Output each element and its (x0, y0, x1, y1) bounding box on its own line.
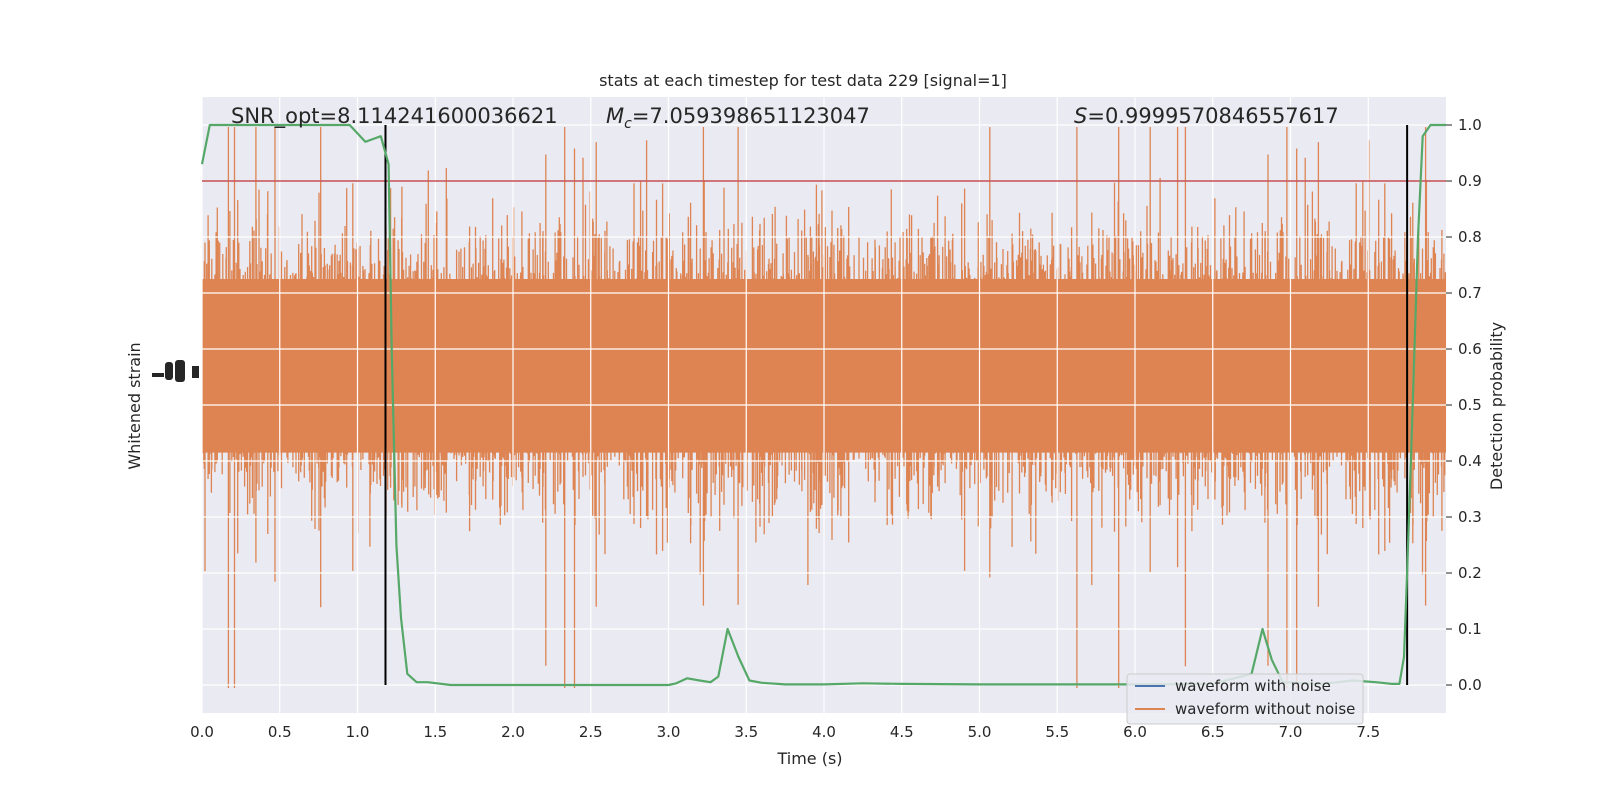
legend-label-with-noise: waveform with noise (1175, 677, 1331, 695)
snr-annotation: SNR_opt=8.114241600036621 (231, 104, 558, 129)
snr-prefix: SNR_opt= (231, 104, 337, 129)
y-right-tick-label-5: 0.5 (1458, 396, 1482, 414)
s-value: =0.9999570846557617 (1087, 104, 1338, 128)
x-axis-label: Time (s) (776, 749, 842, 768)
x-tick-label-1: 0.5 (268, 723, 292, 741)
y-right-tick-label-8: 0.8 (1458, 228, 1482, 246)
x-tick-label-12: 6.0 (1123, 723, 1147, 741)
y-right-tick-label-4: 0.4 (1458, 452, 1482, 470)
chirp-mass-subscript: c (624, 116, 632, 132)
y-right-tick-label-10: 1.0 (1458, 116, 1482, 134)
x-tick-label-4: 2.0 (501, 723, 525, 741)
y-right-tick-label-7: 0.7 (1458, 284, 1482, 302)
s-annotation: S=0.9999570846557617 (1074, 104, 1339, 128)
legend-box (1126, 673, 1364, 725)
y-right-tick-label-9: 0.9 (1458, 172, 1482, 190)
x-tick-label-0: 0.0 (190, 723, 214, 741)
chirp-mass-symbol: M (606, 104, 624, 128)
chart-title: stats at each timestep for test data 229… (599, 71, 1007, 90)
x-tick-label-5: 2.5 (579, 723, 603, 741)
y-right-tick-label-1: 0.1 (1458, 620, 1482, 638)
x-tick-label-11: 5.5 (1045, 723, 1069, 741)
legend: waveform with noise waveform without noi… (1126, 673, 1364, 725)
y-right-tick-label-0: 0.0 (1458, 676, 1482, 694)
x-tick-label-15: 7.5 (1356, 723, 1380, 741)
x-tick-label-7: 3.5 (734, 723, 758, 741)
x-tick-label-8: 4.0 (812, 723, 836, 741)
x-tick-label-14: 7.0 (1279, 723, 1303, 741)
x-tick-label-13: 6.5 (1201, 723, 1225, 741)
x-tick-label-9: 4.5 (890, 723, 914, 741)
x-tick-label-2: 1.0 (346, 723, 370, 741)
y-right-tick-label-3: 0.3 (1458, 508, 1482, 526)
y-right-tick-label-2: 0.2 (1458, 564, 1482, 582)
snr-value: 8.114241600036621 (337, 104, 557, 128)
chirp-mass-value: =7.059398651123047 (632, 104, 870, 128)
x-tick-label-10: 5.0 (968, 723, 992, 741)
y-right-tick-label-6: 0.6 (1458, 340, 1482, 358)
s-symbol: S (1074, 104, 1087, 128)
x-tick-label-3: 1.5 (423, 723, 447, 741)
left-tick-glyphs (152, 360, 199, 382)
y-axis-label-left: Whitened strain (125, 342, 144, 469)
chirp-mass-annotation: Mc=7.059398651123047 (606, 104, 870, 132)
x-tick-label-6: 3.0 (657, 723, 681, 741)
legend-label-without-noise: waveform without noise (1175, 700, 1355, 718)
y-axis-label-right: Detection probability (1487, 322, 1506, 490)
detection-probability-line (200, 123, 1446, 687)
